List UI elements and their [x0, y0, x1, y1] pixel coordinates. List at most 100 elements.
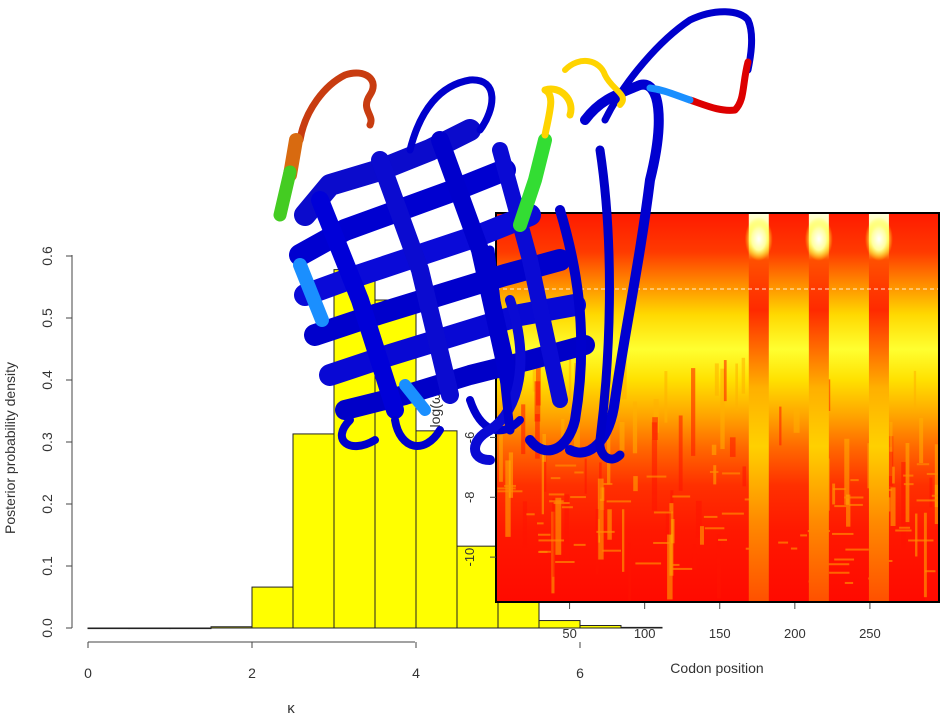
heatmap-stripe — [844, 438, 850, 505]
hist-bar-3 — [210, 626, 253, 629]
heatmap-x-label: Codon position — [670, 660, 763, 676]
heatmap-speckle — [537, 533, 551, 536]
heatmap-stripe — [720, 368, 725, 450]
heatmap-speckle — [573, 543, 586, 546]
heatmap-stripe — [929, 477, 933, 508]
heatmap-speckle — [709, 470, 719, 473]
heatmap-stripe — [534, 381, 541, 422]
heatmap-stripe — [607, 509, 612, 540]
hist-y-tick-label: 0.2 — [39, 494, 55, 514]
heatmap-speckle — [653, 511, 674, 514]
heatmap-speckle — [553, 502, 570, 505]
hist-y-tick-label: 0.0 — [39, 618, 55, 638]
heatmap-stripe — [544, 448, 547, 492]
heatmap-speckle — [903, 474, 914, 477]
heatmap-stripe — [695, 500, 702, 538]
hist-bar-4 — [251, 586, 294, 629]
hist-bar-13 — [620, 626, 663, 629]
heatmap-speckle — [549, 500, 564, 503]
heatmap-speckle — [526, 513, 535, 516]
hist-x-tick-label: 2 — [248, 665, 256, 681]
heatmap-speckle — [834, 558, 855, 561]
heatmap-stripe — [793, 409, 800, 433]
ribbon-cross-2 — [371, 151, 459, 404]
heatmap-stripe — [678, 415, 683, 491]
heatmap-stripe — [901, 462, 906, 552]
heatmap-y-tick-label: -6 — [462, 432, 477, 444]
ribbon-right-bundle-2 — [525, 205, 587, 456]
heatmap-x-tick-label: 50 — [562, 626, 576, 641]
ribbon-loop-topright-red — [686, 58, 752, 114]
heatmap-y-tick-label: -10 — [462, 548, 477, 567]
ribbon-strand-green — [273, 165, 297, 222]
heatmap-stripe — [692, 544, 697, 570]
heatmap-speckle — [722, 472, 741, 475]
heatmap-speckle — [828, 563, 850, 566]
heatmap-speckle — [844, 581, 854, 584]
hist-y-tick-label: 0.4 — [39, 370, 55, 390]
heatmap-column-0 — [748, 213, 769, 602]
heatmap-speckle — [602, 549, 622, 552]
heatmap-hotspot-0 — [744, 217, 773, 261]
heatmap-stripe — [934, 444, 939, 525]
ribbon-strand-green-2 — [513, 133, 552, 232]
heatmap-stripe — [915, 513, 918, 557]
heatmap-stripe — [846, 494, 851, 527]
heatmap-stripe — [505, 460, 511, 537]
heatmap-speckle — [548, 493, 565, 496]
heatmap-speckle — [539, 550, 551, 553]
heatmap-speckle — [845, 548, 869, 551]
heatmap-speckle — [704, 527, 725, 530]
heatmap-speckle — [538, 539, 564, 542]
heatmap-speckle — [703, 515, 718, 518]
heatmap-y-label: log(ω) — [427, 389, 443, 428]
heatmap-stripe — [628, 542, 631, 601]
hist-x-tick-label: 4 — [412, 665, 420, 681]
heatmap-stripe — [890, 487, 896, 526]
ribbon-loop-top — [406, 76, 496, 154]
hist-bar-9 — [456, 545, 499, 629]
heatmap-speckle — [497, 490, 523, 493]
heatmap-speckle — [603, 482, 613, 485]
heatmap-speckle — [721, 512, 744, 515]
heatmap-stripe — [667, 534, 673, 600]
heatmap-speckle — [555, 560, 575, 563]
heatmap-stripe — [541, 443, 545, 515]
heatmap-speckle — [606, 500, 632, 503]
heatmap-stripe — [691, 368, 696, 456]
hist-bar-0 — [87, 627, 130, 630]
heatmap-stripe — [522, 501, 528, 548]
ribbon-loop-yellow-right — [562, 58, 626, 108]
heatmap-speckle — [895, 529, 912, 532]
heatmap-speckle — [671, 567, 693, 570]
heatmap-speckle — [561, 506, 573, 509]
hist-x-ticks: 0 2 4 6 — [84, 642, 584, 681]
heatmap-x-tick-label: 150 — [709, 626, 731, 641]
hist-bar-1 — [128, 627, 171, 630]
heatmap-speckle — [926, 472, 939, 475]
heatmap-stripe — [535, 414, 540, 459]
heatmap-stripe — [699, 526, 704, 545]
heatmap-stripe — [735, 363, 739, 411]
heatmap-stripe — [711, 444, 717, 456]
heatmap-speckle — [931, 494, 939, 497]
heatmap-stripe — [552, 498, 555, 577]
heatmap-speckle — [555, 464, 577, 467]
heatmap-stripe — [888, 436, 894, 486]
heatmap-stripe — [561, 418, 565, 438]
hist-y-tick-label: 0.3 — [39, 432, 55, 452]
hist-y-tick-label: 0.1 — [39, 556, 55, 576]
heatmap-stripe — [671, 519, 675, 544]
heatmap-speckle — [899, 526, 911, 529]
hist-bar-5 — [292, 433, 335, 629]
heatmap-stripe — [597, 478, 604, 560]
heatmap-stripe — [924, 538, 930, 602]
ribbon-loop-red — [296, 69, 377, 144]
heatmap-speckle — [903, 483, 914, 486]
heatmap-stripe — [889, 421, 893, 452]
heatmap-stripe — [742, 466, 747, 487]
hist-y-tick-label: 0.6 — [39, 246, 55, 266]
heatmap-stripe — [651, 422, 658, 511]
heatmap-speckle — [537, 522, 544, 525]
heatmap-speckle — [832, 488, 846, 491]
